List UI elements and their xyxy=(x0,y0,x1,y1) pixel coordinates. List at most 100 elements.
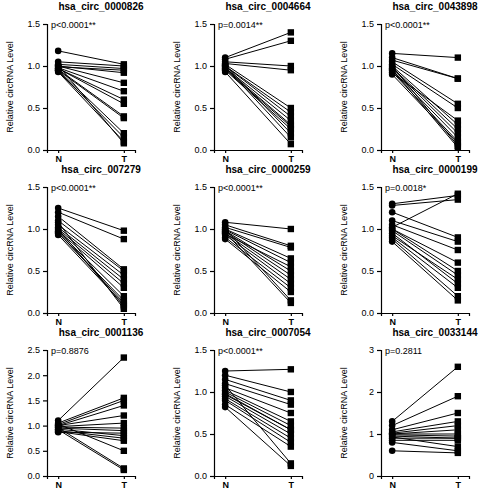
point-n xyxy=(55,229,62,236)
point-n xyxy=(222,390,229,397)
y-axis-title: Relative circRNA Level xyxy=(5,41,15,133)
point-n xyxy=(389,69,396,76)
x-tick-label: T xyxy=(456,154,462,164)
x-tick-mark xyxy=(291,150,292,153)
point-t xyxy=(121,227,127,233)
x-tick-mark xyxy=(392,313,393,316)
x-tick-mark xyxy=(124,150,125,153)
chart-title: hsa_circ_0001136 xyxy=(59,327,144,338)
y-tick: 1.5 xyxy=(27,396,47,406)
point-t xyxy=(455,117,461,123)
point-t xyxy=(288,366,294,372)
figure: hsa_circ_0000826 Relative circRNA Level 0.… xyxy=(0,0,500,489)
x-tick: N xyxy=(389,313,396,327)
y-tick-label: 1.5 xyxy=(361,19,374,29)
x-tick-label: T xyxy=(289,317,295,327)
point-t xyxy=(455,364,461,370)
y-tick: 0.5 xyxy=(194,429,214,439)
pair-line xyxy=(225,66,291,116)
pair-line xyxy=(58,222,124,309)
pair-line xyxy=(392,70,458,137)
y-axis-line xyxy=(377,351,382,477)
pair-line xyxy=(58,69,124,100)
y-tick: 1.5 xyxy=(194,345,214,355)
chart-title: hsa_circ_0000826 xyxy=(58,1,144,12)
y-tick: 2.5 xyxy=(27,345,47,355)
y-tick-label: 0.0 xyxy=(27,471,40,481)
x-tick-label: N xyxy=(389,480,396,489)
point-t xyxy=(288,401,294,407)
point-n xyxy=(222,391,229,398)
point-t xyxy=(455,259,461,265)
y-tick-label: 1.0 xyxy=(194,61,207,71)
y-tick-label: 2.0 xyxy=(27,371,40,381)
pair-line xyxy=(58,432,124,433)
pair-line xyxy=(392,66,458,125)
y-tick-mark xyxy=(210,476,214,477)
plot-area xyxy=(389,191,461,304)
y-axis: 0.00.51.01.5 xyxy=(194,19,214,155)
y-tick: 0 xyxy=(369,471,381,481)
y-axis: 0.00.51.01.5 xyxy=(194,182,214,318)
y-tick-label: 0.0 xyxy=(194,308,207,318)
y-tick-label: 0.0 xyxy=(27,145,40,155)
chart-title: hsa_circ_007279 xyxy=(61,164,141,175)
y-tick-mark xyxy=(43,229,47,230)
x-tick: T xyxy=(289,150,295,164)
point-n xyxy=(55,65,62,72)
y-tick-label: 1.5 xyxy=(361,182,374,192)
x-tick: T xyxy=(456,476,462,489)
point-t xyxy=(455,247,461,253)
pair-line xyxy=(225,32,291,57)
pair-line xyxy=(225,407,291,466)
point-t xyxy=(455,196,461,202)
y-tick-mark xyxy=(210,66,214,67)
x-tick-label: N xyxy=(222,480,229,489)
pair-line xyxy=(225,229,291,258)
y-tick-mark xyxy=(377,24,381,25)
y-tick-mark xyxy=(43,426,47,427)
x-tick-label: N xyxy=(55,317,62,327)
y-tick-mark xyxy=(210,150,214,151)
y-tick-label: 0.5 xyxy=(194,103,207,113)
point-t xyxy=(455,410,461,416)
y-tick: 0.5 xyxy=(194,266,214,276)
x-axis: NT xyxy=(48,313,136,327)
point-n xyxy=(55,48,62,55)
p-value: p<0.0001** xyxy=(385,20,430,30)
x-axis-line xyxy=(48,151,136,154)
y-tick-mark xyxy=(210,313,214,314)
pair-line xyxy=(392,73,458,121)
pair-line xyxy=(392,242,458,301)
pair-line xyxy=(225,41,291,59)
x-tick: T xyxy=(122,313,128,327)
y-tick-label: 1.0 xyxy=(361,224,374,234)
pair-line xyxy=(392,434,458,435)
y-tick-label: 0.5 xyxy=(361,103,374,113)
pair-line xyxy=(58,428,124,469)
x-tick-label: T xyxy=(289,480,295,489)
pair-line xyxy=(392,440,458,441)
plot-area xyxy=(55,205,127,312)
x-tick-mark xyxy=(225,476,226,479)
pair-line xyxy=(392,66,458,146)
pair-line xyxy=(392,435,458,436)
y-axis: 0.00.51.01.5 xyxy=(361,182,381,318)
point-t xyxy=(455,75,461,81)
point-t xyxy=(288,460,294,466)
panel: hsa_circ_0007054Relative circRNA Level0.… xyxy=(172,327,311,489)
chart-title: hsa_circ_0004664 xyxy=(225,1,311,12)
x-tick-label: T xyxy=(456,317,462,327)
y-tick-mark xyxy=(43,350,47,351)
pair-line xyxy=(58,424,124,451)
pair-line xyxy=(392,236,458,280)
point-t xyxy=(288,427,294,433)
point-n xyxy=(389,209,396,216)
p-value: p=0.0014** xyxy=(218,20,263,30)
x-tick: T xyxy=(122,150,128,164)
pair-line xyxy=(225,232,291,276)
point-t xyxy=(288,29,294,35)
x-tick-mark xyxy=(124,476,125,479)
y-tick-label: 2 xyxy=(369,387,374,397)
y-tick: 0.5 xyxy=(27,446,47,456)
